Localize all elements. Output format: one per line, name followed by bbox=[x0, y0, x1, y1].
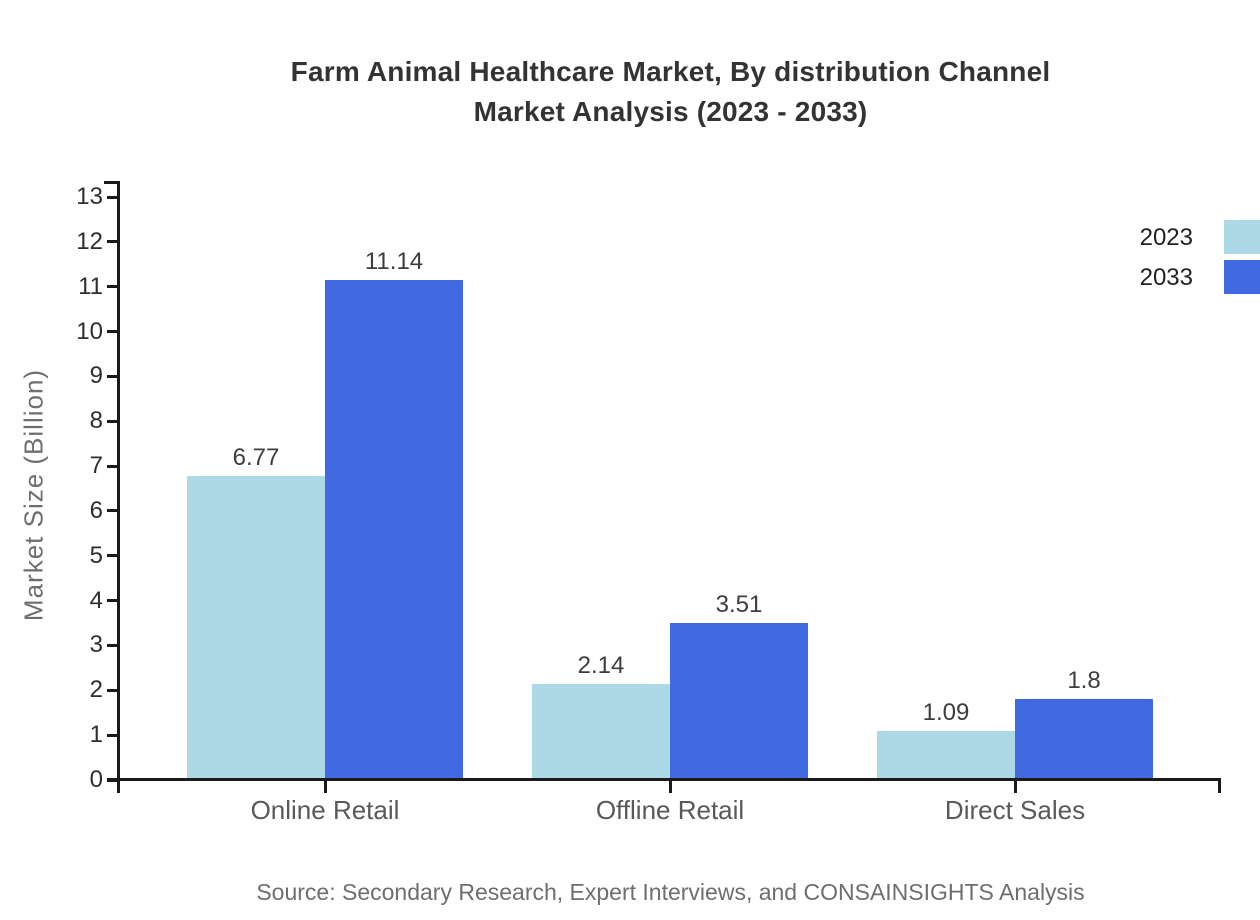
y-tick-label: 4 bbox=[89, 586, 103, 614]
y-tick-label: 9 bbox=[89, 362, 103, 390]
bar-value-label: 1.8 bbox=[1067, 667, 1101, 694]
chart-title-line2: Market Analysis (2023 - 2033) bbox=[473, 96, 868, 127]
bar-value-label: 11.14 bbox=[364, 248, 424, 275]
bar-2033-offline-retail bbox=[670, 623, 808, 780]
y-tick-label: 5 bbox=[89, 541, 103, 569]
chart-title-line1: Farm Animal Healthcare Market, By distri… bbox=[290, 56, 1051, 87]
x-axis-end-cap bbox=[1218, 778, 1221, 793]
bar-2033-online-retail bbox=[325, 280, 463, 780]
y-tick-mark bbox=[107, 643, 120, 647]
y-tick-label: 3 bbox=[89, 631, 103, 659]
y-tick-mark bbox=[107, 733, 120, 737]
x-category-label: Direct Sales bbox=[944, 795, 1086, 825]
y-tick-mark bbox=[107, 374, 120, 378]
y-tick-mark bbox=[107, 419, 120, 423]
y-tick-label: 2 bbox=[89, 676, 103, 704]
x-category-tick bbox=[323, 780, 327, 793]
y-tick-mark bbox=[107, 195, 120, 199]
bar-2023-direct-sales bbox=[877, 731, 1015, 780]
bar-2033-direct-sales bbox=[1015, 699, 1153, 780]
source-note: Source: Secondary Research, Expert Inter… bbox=[256, 879, 1085, 905]
bar-2023-offline-retail bbox=[532, 684, 670, 780]
y-tick-mark bbox=[107, 240, 120, 244]
y-tick-label: 11 bbox=[78, 272, 103, 300]
y-tick-mark bbox=[107, 554, 120, 558]
y-tick-mark bbox=[107, 688, 120, 692]
chart-title: Farm Animal Healthcare Market, By distri… bbox=[120, 52, 1221, 132]
y-tick-label: 6 bbox=[89, 496, 103, 524]
y-axis-top-cap bbox=[104, 181, 120, 184]
y-tick-label: 7 bbox=[89, 452, 103, 480]
x-axis-line bbox=[107, 778, 1221, 781]
bar-2023-online-retail bbox=[187, 476, 325, 780]
bar-value-label: 6.77 bbox=[232, 444, 280, 471]
bar-value-label: 2.14 bbox=[577, 652, 625, 679]
x-category-label: Online Retail bbox=[250, 795, 400, 825]
x-category-tick bbox=[668, 780, 672, 793]
legend-swatch-2033 bbox=[1224, 260, 1260, 294]
bar-value-label: 3.51 bbox=[715, 591, 763, 618]
y-axis-line bbox=[117, 181, 120, 793]
legend-swatch-2023 bbox=[1224, 220, 1260, 254]
y-tick-label: 8 bbox=[89, 407, 103, 435]
y-tick-label: 1 bbox=[89, 721, 103, 749]
y-tick-label: 10 bbox=[76, 317, 103, 345]
y-tick-mark bbox=[107, 285, 120, 289]
x-category-label: Offline Retail bbox=[595, 795, 745, 825]
y-tick-label: 0 bbox=[89, 766, 103, 793]
bar-value-label: 1.09 bbox=[922, 699, 970, 726]
legend-label-2023: 2023 bbox=[1139, 224, 1193, 251]
y-tick-mark bbox=[107, 330, 120, 334]
y-tick-mark bbox=[107, 464, 120, 468]
y-tick-label: 13 bbox=[76, 183, 103, 210]
y-tick-label: 12 bbox=[76, 227, 103, 255]
y-tick-mark bbox=[107, 599, 120, 603]
legend-label-2033: 2033 bbox=[1139, 264, 1193, 291]
y-tick-mark bbox=[107, 509, 120, 513]
x-category-tick bbox=[1013, 780, 1017, 793]
